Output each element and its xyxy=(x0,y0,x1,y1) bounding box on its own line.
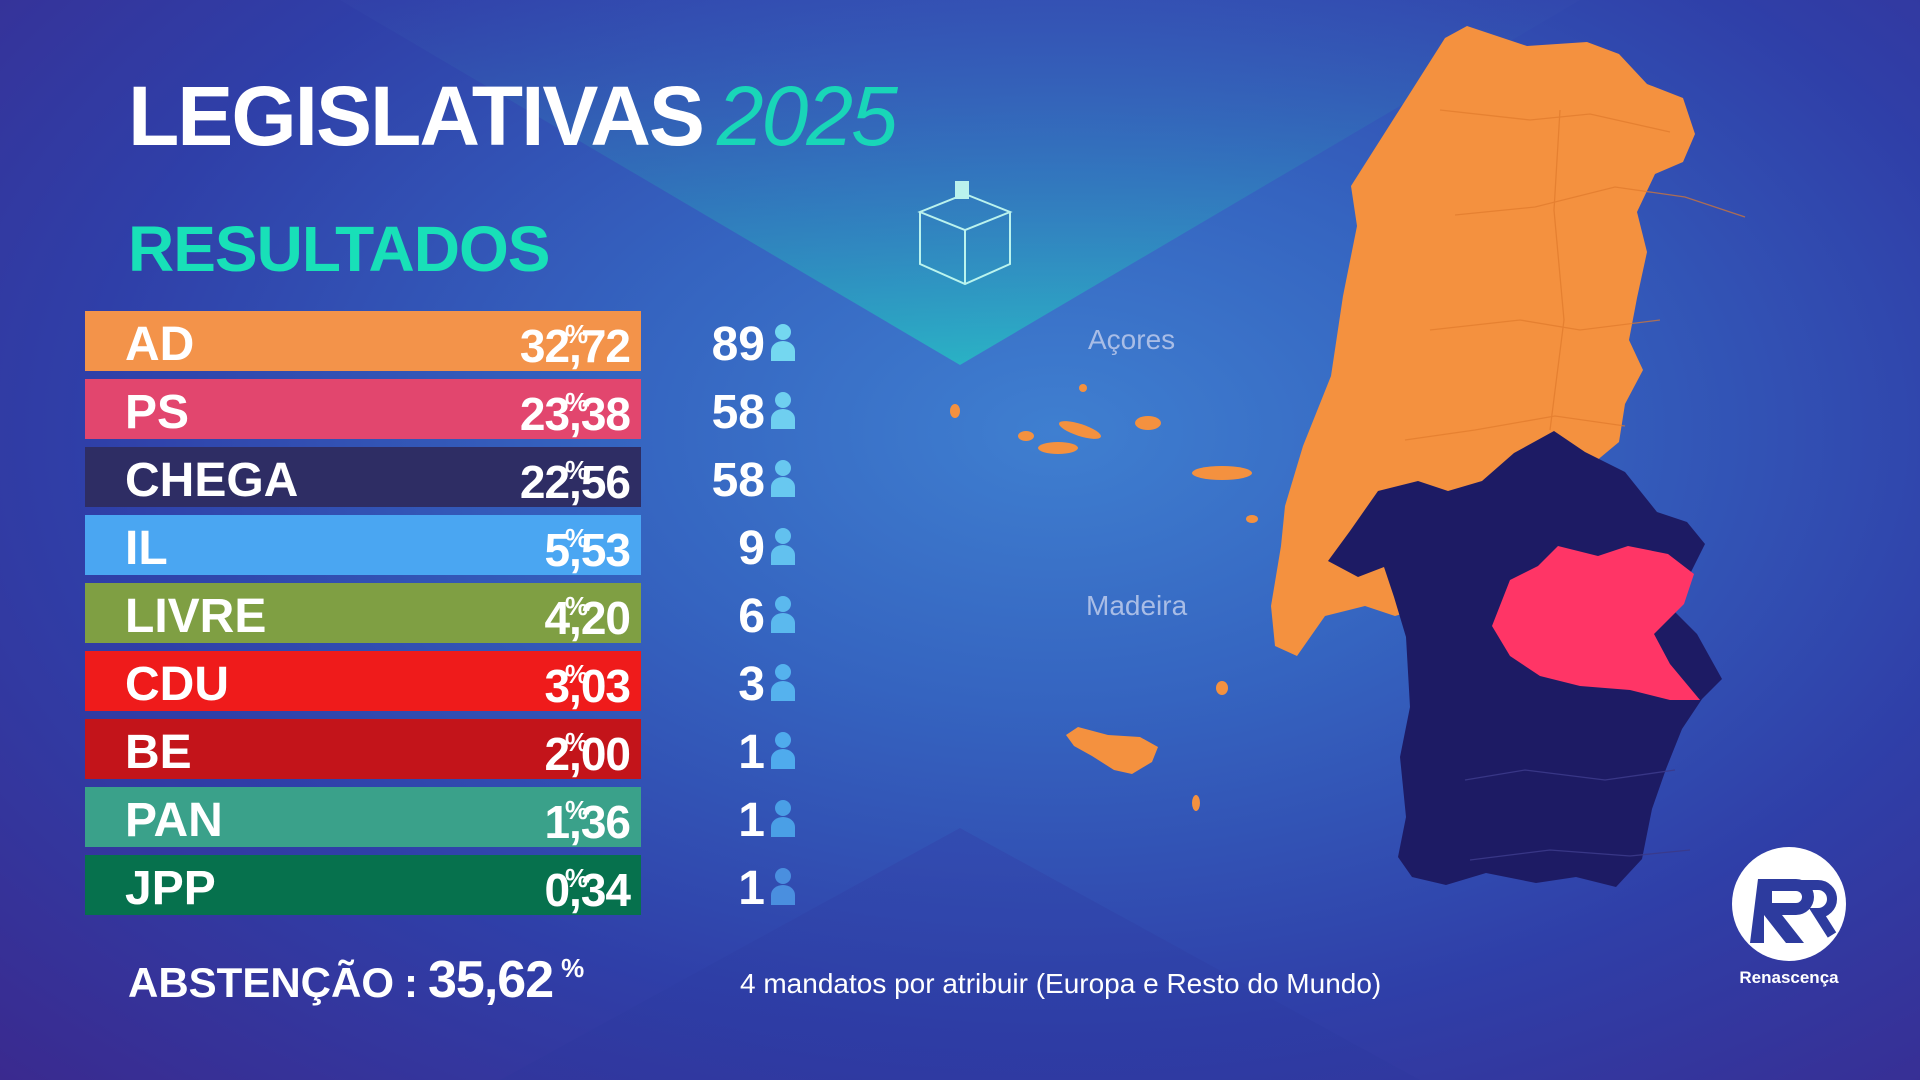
party-bar xyxy=(85,583,641,643)
party-bar xyxy=(85,719,641,779)
party-name: BE xyxy=(125,726,192,779)
unassigned-seats-note: 4 mandatos por atribuir (Europa e Resto … xyxy=(740,968,1382,999)
party-seats: 1 xyxy=(738,862,765,915)
party-name: PS xyxy=(125,386,190,439)
party-bar xyxy=(85,855,641,915)
party-seats: 6 xyxy=(738,590,765,643)
party-seats: 58 xyxy=(711,454,765,507)
renascenca-logo: Renascença xyxy=(1730,845,1848,995)
party-name: AD xyxy=(125,318,195,371)
party-seats: 89 xyxy=(711,318,765,371)
party-percent: 22,56 xyxy=(519,456,631,508)
rr-logo-icon xyxy=(1732,847,1846,961)
table-row: BE 2,00 % 1 xyxy=(85,719,1135,781)
party-bar xyxy=(85,651,641,711)
table-row: CDU 3,03 % 3 xyxy=(85,651,1135,713)
party-seats: 58 xyxy=(711,386,765,439)
person-icon xyxy=(771,324,795,361)
percent-sign: % xyxy=(565,727,589,757)
table-row: CHEGA 22,56 % 58 xyxy=(85,447,1135,509)
person-icon xyxy=(771,800,795,837)
person-icon xyxy=(771,664,795,701)
madeira-label: Madeira xyxy=(1086,590,1188,621)
percent-sign: % xyxy=(565,455,589,485)
person-icon xyxy=(771,392,795,429)
percent-sign: % xyxy=(561,953,585,983)
person-icon xyxy=(771,528,795,565)
percent-sign: % xyxy=(565,387,589,417)
party-percent: 2,00 xyxy=(544,728,631,780)
party-seats: 1 xyxy=(738,794,765,847)
abstention-label: ABSTENÇÃO xyxy=(128,959,395,1006)
table-row: IL 5,53 % 9 xyxy=(85,515,1135,577)
title-main: LEGISLATIVAS xyxy=(128,69,705,163)
party-seats: 1 xyxy=(738,726,765,779)
percent-sign: % xyxy=(565,795,589,825)
person-icon xyxy=(771,460,795,497)
subtitle: RESULTADOS xyxy=(128,213,550,285)
party-name: PAN xyxy=(125,794,223,847)
logo-text: Renascença xyxy=(1739,968,1839,987)
table-row: PAN 1,36 % 1 xyxy=(85,787,1135,849)
map-madeira xyxy=(1066,681,1228,811)
party-seats: 9 xyxy=(738,522,765,575)
party-name: IL xyxy=(125,522,168,575)
person-icon xyxy=(771,732,795,769)
party-percent: 32,72 xyxy=(519,320,631,372)
title: LEGISLATIVAS 2025 xyxy=(128,68,898,165)
party-percent: 23,38 xyxy=(519,388,631,440)
abstention-colon: : xyxy=(404,959,419,1006)
table-row: JPP 0,34 % 1 xyxy=(85,855,1135,917)
party-percent: 4,20 xyxy=(544,592,631,644)
abstention: ABSTENÇÃO : 35,62 % xyxy=(128,950,584,1010)
table-row: LIVRE 4,20 % 6 xyxy=(85,583,1135,645)
table-row: PS 23,38 % 58 xyxy=(85,379,1135,441)
map-district-ps xyxy=(1492,546,1700,700)
person-icon xyxy=(771,596,795,633)
azores-label: Açores xyxy=(1088,324,1176,355)
party-percent: 3,03 xyxy=(544,660,631,712)
party-bar xyxy=(85,787,641,847)
party-name: JPP xyxy=(125,862,216,915)
district-borders-south xyxy=(1464,769,1691,861)
percent-sign: % xyxy=(565,591,589,621)
percent-sign: % xyxy=(565,659,589,689)
district-borders xyxy=(1404,109,1746,441)
party-bar xyxy=(85,311,641,371)
title-year: 2025 xyxy=(716,69,898,163)
party-seats: 3 xyxy=(738,658,765,711)
party-bar xyxy=(85,515,641,575)
ballot-box-icon xyxy=(917,181,1013,286)
party-bar xyxy=(85,379,641,439)
party-percent: 0,34 xyxy=(544,864,631,916)
percent-sign: % xyxy=(565,523,589,553)
party-name: CDU xyxy=(125,658,229,711)
map-azores xyxy=(950,384,1258,523)
party-percent: 5,53 xyxy=(544,524,631,576)
party-percent: 1,36 xyxy=(544,796,631,848)
percent-sign: % xyxy=(565,319,589,349)
percent-sign: % xyxy=(565,863,589,893)
person-icon xyxy=(771,868,795,905)
party-name: CHEGA xyxy=(125,454,299,507)
party-bar xyxy=(85,447,641,507)
abstention-value: 35,62 xyxy=(428,951,554,1009)
table-row: AD 32,72 % 89 xyxy=(85,311,1135,373)
party-name: LIVRE xyxy=(125,590,267,643)
